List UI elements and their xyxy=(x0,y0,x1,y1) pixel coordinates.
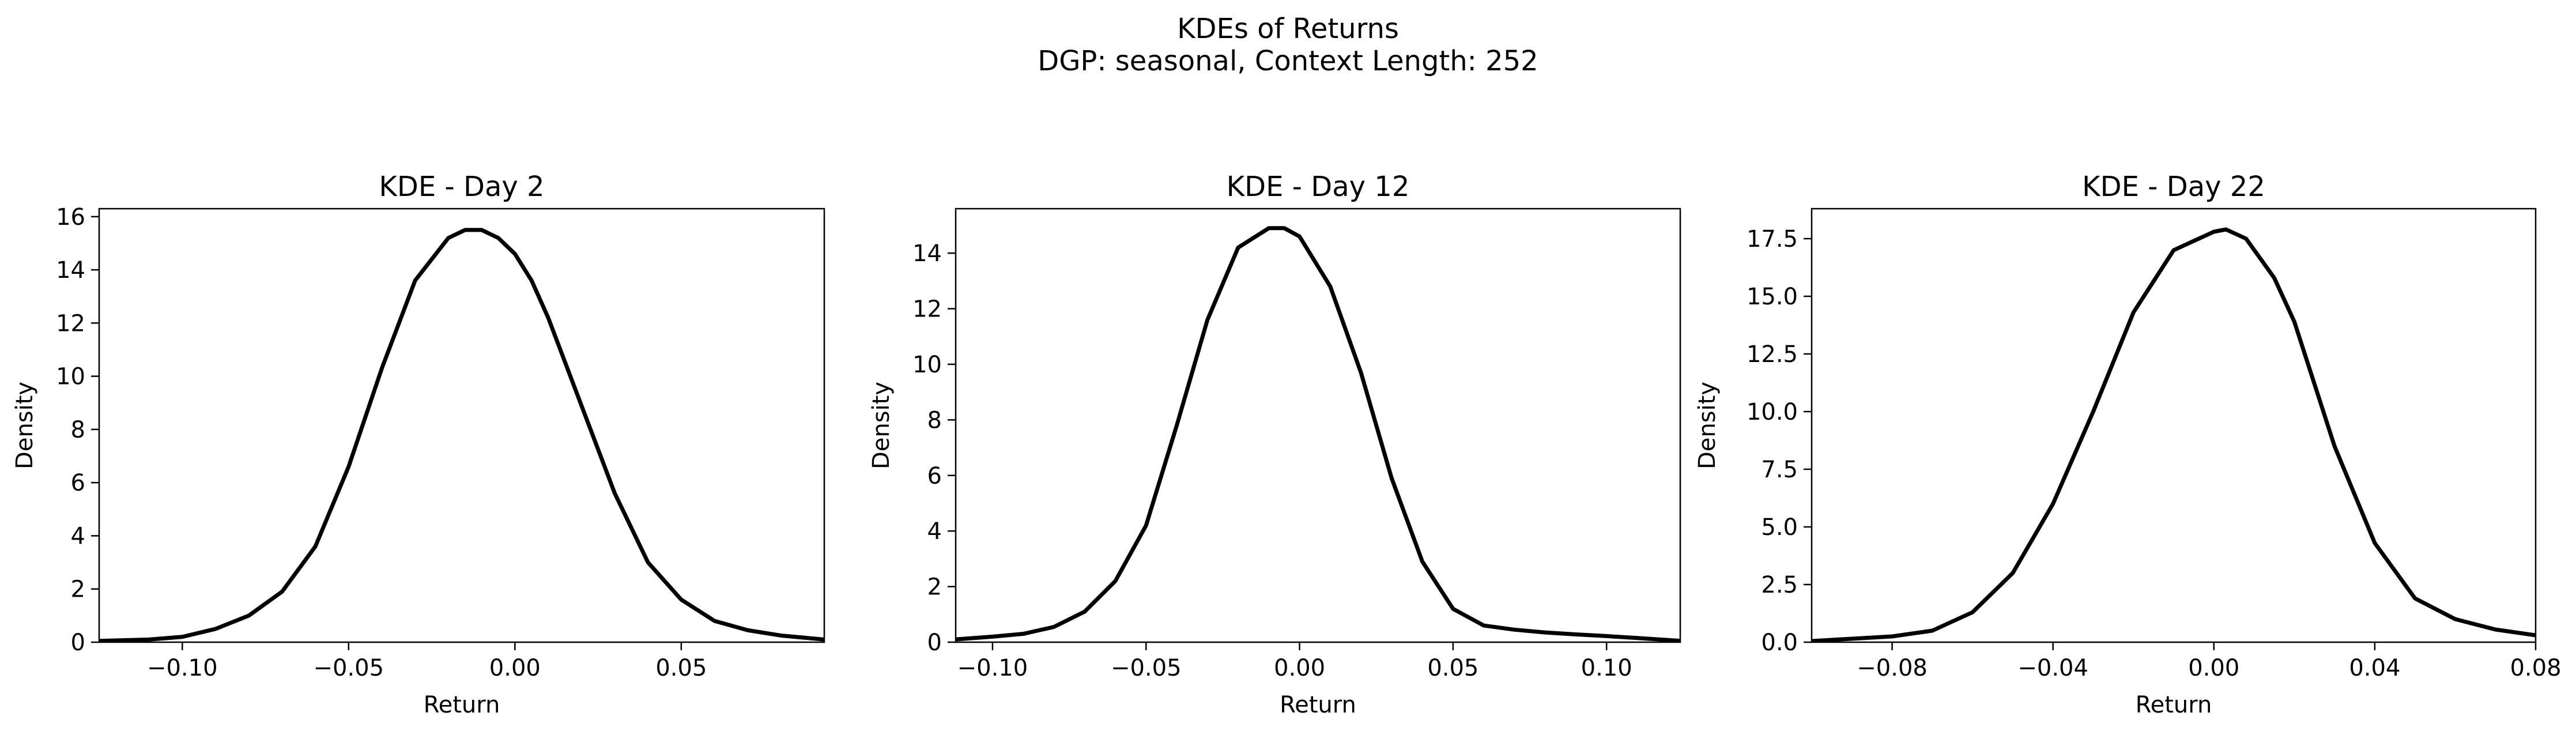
x-axis-label: Return xyxy=(1280,692,1356,718)
y-tick-label: 17.5 xyxy=(1747,226,1798,252)
y-tick-label: 16 xyxy=(56,204,85,231)
y-tick-label: 12 xyxy=(56,310,85,337)
x-tick-label: 0.04 xyxy=(2349,655,2400,681)
y-tick-label: 2 xyxy=(927,574,942,601)
kde-panel-1: −0.10 −0.05 0.00 0.05 0 2 4 6 8 10 12 14 16 KDE - Day… xyxy=(12,171,825,718)
x-axis-label: Return xyxy=(2136,692,2212,718)
panel-title: KDE - Day 22 xyxy=(2082,171,2265,203)
y-tick-label: 10 xyxy=(56,364,85,390)
x-axis-label: Return xyxy=(424,692,500,718)
y-tick-label: 14 xyxy=(912,240,942,267)
y-tick-label: 12 xyxy=(912,296,942,323)
x-tick-label: 0.00 xyxy=(1274,655,1325,681)
x-tick-label: −0.04 xyxy=(2017,655,2088,681)
y-axis-label: Density xyxy=(868,382,895,469)
y-tick-label: 0 xyxy=(927,630,942,656)
y-tick-label: 2 xyxy=(71,576,85,603)
x-tick-label: −0.10 xyxy=(147,655,218,681)
axes-frame xyxy=(955,208,1681,643)
y-tick-label: 8 xyxy=(927,407,942,434)
kde-curve xyxy=(956,226,1680,642)
y-tick-label: 6 xyxy=(71,470,85,496)
x-tick-label: 0.10 xyxy=(1581,655,1632,681)
figure-subtitle: DGP: seasonal, Context Length: 252 xyxy=(1038,45,1538,77)
y-tick-label: 7.5 xyxy=(1761,457,1798,483)
x-tick-label: 0.00 xyxy=(2188,655,2239,681)
y-tick-label: 8 xyxy=(71,417,85,443)
y-tick-label: 0.0 xyxy=(1761,630,1798,656)
panel-title: KDE - Day 2 xyxy=(379,171,544,203)
y-tick-label: 5.0 xyxy=(1761,514,1798,541)
x-tick-label: 0.05 xyxy=(655,655,707,681)
y-tick-label: 15.0 xyxy=(1747,284,1798,310)
x-tick-label: 0.05 xyxy=(1427,655,1479,681)
y-tick-label: 10 xyxy=(912,352,942,378)
y-tick-label: 4 xyxy=(71,523,85,549)
x-tick-label: −0.05 xyxy=(1111,655,1182,681)
y-axis-label: Density xyxy=(1694,382,1721,469)
axes-frame xyxy=(1811,208,2537,643)
y-tick-label: 6 xyxy=(927,463,942,489)
x-tick-label: 0.00 xyxy=(489,655,541,681)
y-tick-label: 10.0 xyxy=(1747,399,1798,425)
y-axis-label: Density xyxy=(12,382,38,469)
y-tick-label: 0 xyxy=(71,630,85,656)
y-tick-label: 2.5 xyxy=(1761,572,1798,598)
kde-curve xyxy=(99,228,824,642)
x-tick-label: −0.08 xyxy=(1857,655,1928,681)
kde-panel-3: −0.08 −0.04 0.00 0.04 0.08 0.0 2.5 5.0 7.5 10.0 12… xyxy=(1694,171,2562,718)
axes-frame xyxy=(98,208,825,643)
figure-title: KDEs of Returns xyxy=(1177,13,1399,45)
x-tick-label: −0.10 xyxy=(957,655,1028,681)
panel-title: KDE - Day 12 xyxy=(1227,171,1410,203)
x-tick-label: 0.08 xyxy=(2510,655,2561,681)
y-tick-label: 12.5 xyxy=(1747,341,1798,368)
kde-panel-2: −0.10 −0.05 0.00 0.05 0.10 0 2 4 6 8 10 12 14 KDE - D… xyxy=(868,171,1681,718)
x-tick-label: −0.05 xyxy=(314,655,384,681)
kde-curve xyxy=(1812,227,2536,642)
y-tick-label: 4 xyxy=(927,518,942,545)
y-tick-label: 14 xyxy=(56,257,85,284)
